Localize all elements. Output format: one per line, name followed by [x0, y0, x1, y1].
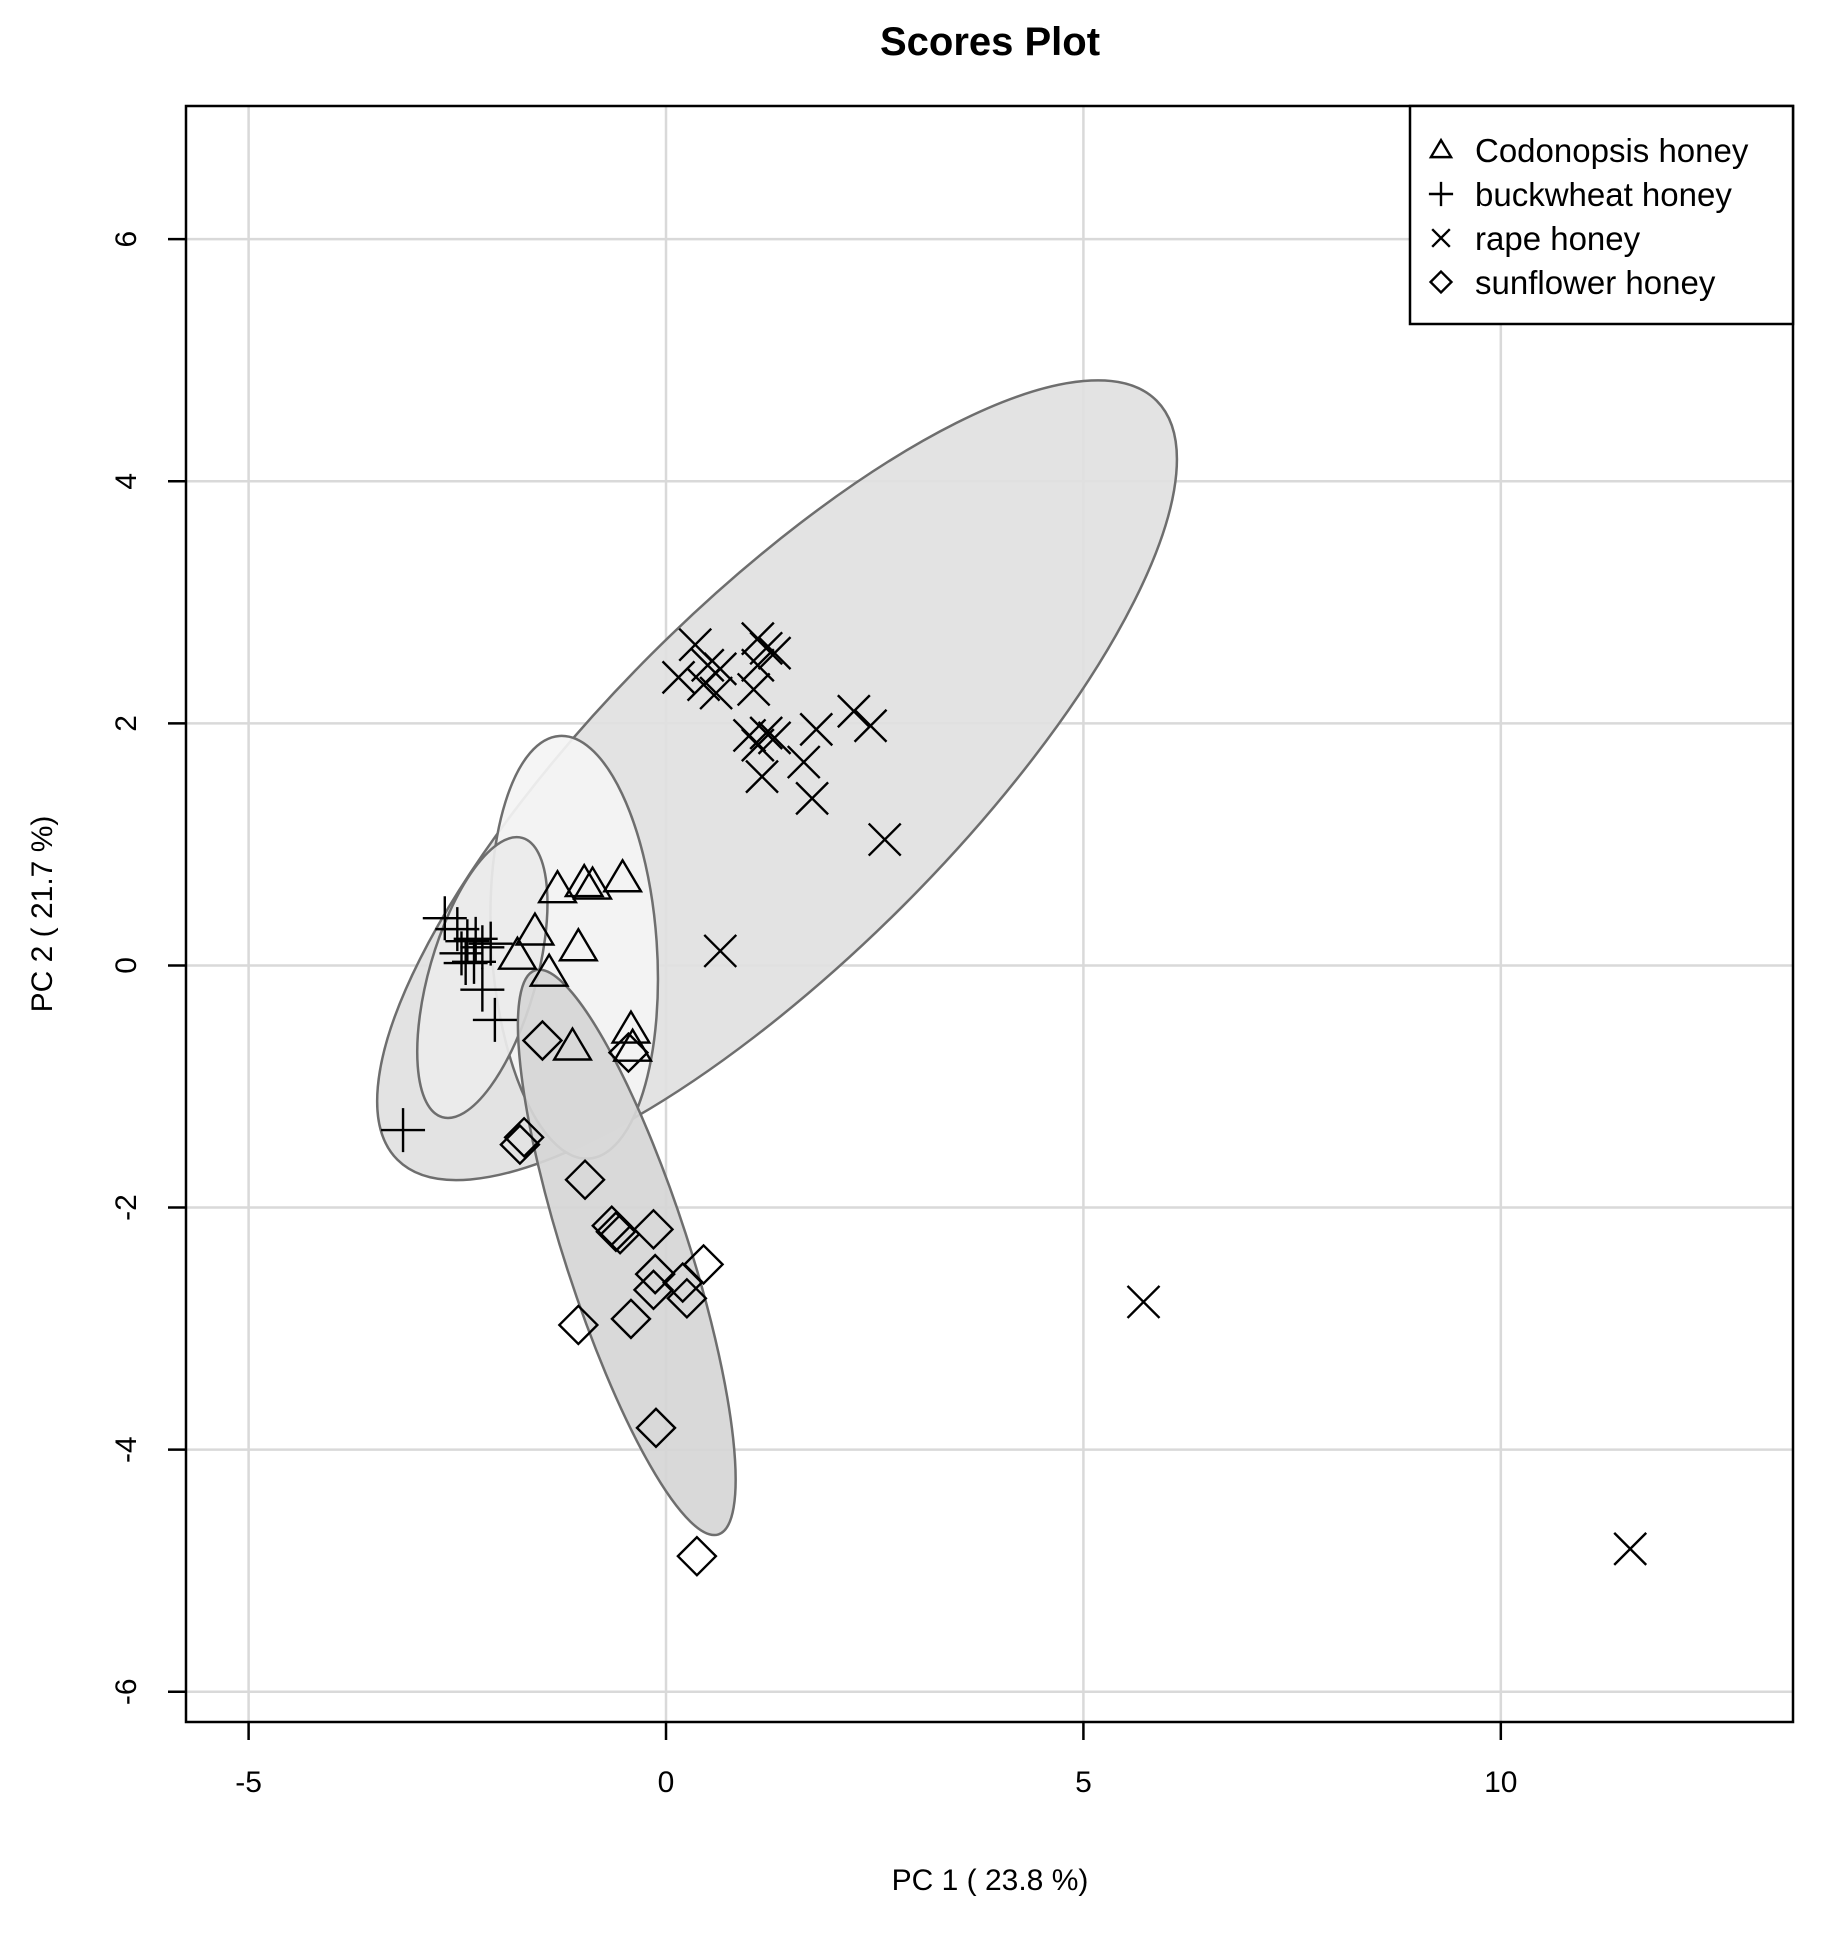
buckwheat-honey-point	[472, 997, 517, 1042]
rape-honey-point	[757, 636, 792, 670]
axis-ticks: -5 0 5 10 -6 -4 -2 0 2 4 6	[110, 231, 1518, 1799]
y-tick-label: -4	[110, 1436, 143, 1463]
legend-label-codonopsis-honey: Codonopsis honey	[1475, 132, 1749, 169]
sunflower-honey-point	[564, 1159, 606, 1201]
confidence-ellipses	[375, 379, 1179, 1537]
rape-honey-point	[745, 759, 779, 794]
codonopsis-honey-point	[572, 865, 614, 900]
codonopsis-honey-point	[602, 857, 644, 893]
y-tick-label: 6	[110, 231, 143, 248]
codonopsis-honey-point	[612, 1027, 654, 1062]
buckwheat-honey-point	[452, 939, 497, 984]
x-tick-label: -5	[235, 1766, 262, 1799]
chart-title: Scores Plot	[880, 20, 1100, 64]
y-tick-label: 0	[110, 957, 143, 974]
y-axis-label: PC 2 ( 21.7 %)	[26, 816, 59, 1013]
legend-label-buckwheat-honey: buckwheat honey	[1475, 176, 1732, 213]
rape-honey-point	[757, 721, 792, 755]
sunflower-honey-point	[676, 1535, 718, 1577]
legend-marker-buckwheat-honey	[1428, 181, 1454, 207]
legend-marker-sunflower-honey	[1428, 269, 1454, 295]
rape-honey-point	[690, 648, 725, 683]
x-axis-label: PC 1 ( 23.8 %)	[892, 1864, 1089, 1897]
sunflower-honey-ellipse	[516, 968, 737, 1537]
x-tick-label: 0	[658, 1766, 675, 1799]
rape-honey-point	[853, 708, 888, 743]
codonopsis-honey-point	[528, 952, 570, 987]
plot-frame	[184, 104, 1795, 1724]
y-tick-label: 2	[110, 715, 143, 732]
buckwheat-honey-point	[443, 941, 488, 986]
rape-honey-point	[799, 712, 834, 747]
rape-honey-point	[749, 631, 784, 666]
y-tick-label: -6	[110, 1678, 143, 1705]
codonopsis-honey-point	[537, 868, 578, 904]
buckwheat-honey-point	[439, 931, 484, 976]
sunflower-honey-point	[634, 1253, 676, 1295]
y-tick-label: 4	[110, 473, 143, 490]
sunflower-honey-point	[632, 1208, 675, 1251]
rape-honey-point	[736, 672, 771, 707]
legend-box	[1408, 104, 1795, 326]
grid	[186, 106, 1793, 1722]
buckwheat-honey-point	[381, 1108, 426, 1153]
rape-honey-point	[1613, 1532, 1648, 1566]
rape-honey-point	[740, 728, 775, 762]
codonopsis-honey-point	[496, 935, 538, 970]
codonopsis-honey-point	[610, 1009, 652, 1044]
sunflower-honey-point	[635, 1407, 677, 1449]
rape-honey-point	[703, 934, 738, 968]
sunflower-honey-point	[557, 1304, 600, 1346]
legend-marker-rape-honey	[1431, 228, 1451, 248]
buckwheat-honey-point	[435, 907, 480, 952]
codonopsis-honey-point	[563, 862, 605, 898]
rape-honey-point	[1126, 1285, 1161, 1319]
codonopsis-honey-point	[514, 911, 556, 946]
legend-label-sunflower-honey: sunflower honey	[1475, 264, 1716, 301]
buckwheat-honey-point	[468, 921, 513, 966]
rape-honey-point	[867, 822, 902, 857]
sunflower-honey-point	[503, 1116, 545, 1159]
x-tick-label: 5	[1075, 1766, 1092, 1799]
codonopsis-honey-point	[552, 1026, 593, 1061]
sunflower-honey-point	[595, 1211, 637, 1253]
codonopsis-honey-point	[557, 926, 599, 962]
sunflower-honey-point	[499, 1123, 541, 1166]
rape-honey-point	[795, 781, 829, 816]
rape-honey-ellipse	[375, 379, 1179, 1182]
sunflower-honey-point	[607, 1031, 650, 1074]
rape-honey-point	[836, 694, 871, 729]
y-tick-label: -2	[110, 1194, 143, 1221]
x-tick-label: 10	[1484, 1766, 1517, 1799]
data-points	[381, 621, 1648, 1577]
buckwheat-honey-point	[460, 967, 505, 1012]
sunflower-honey-point	[521, 1019, 564, 1062]
sunflower-honey-point	[682, 1243, 725, 1286]
buckwheat-honey-point	[422, 896, 467, 941]
rape-honey-point	[786, 745, 821, 779]
rape-honey-point	[661, 660, 696, 695]
sunflower-honey-point	[662, 1261, 704, 1304]
rape-honey-point	[699, 676, 733, 710]
legend: Codonopsis honey buckwheat honey rape hone…	[1408, 104, 1795, 326]
sunflower-honey-point	[599, 1213, 641, 1255]
legend-marker-codonopsis-honey	[1428, 137, 1454, 159]
sunflower-honey-point	[610, 1298, 652, 1340]
sunflower-honey-point	[666, 1277, 708, 1320]
legend-label-rape-honey: rape honey	[1475, 220, 1641, 257]
